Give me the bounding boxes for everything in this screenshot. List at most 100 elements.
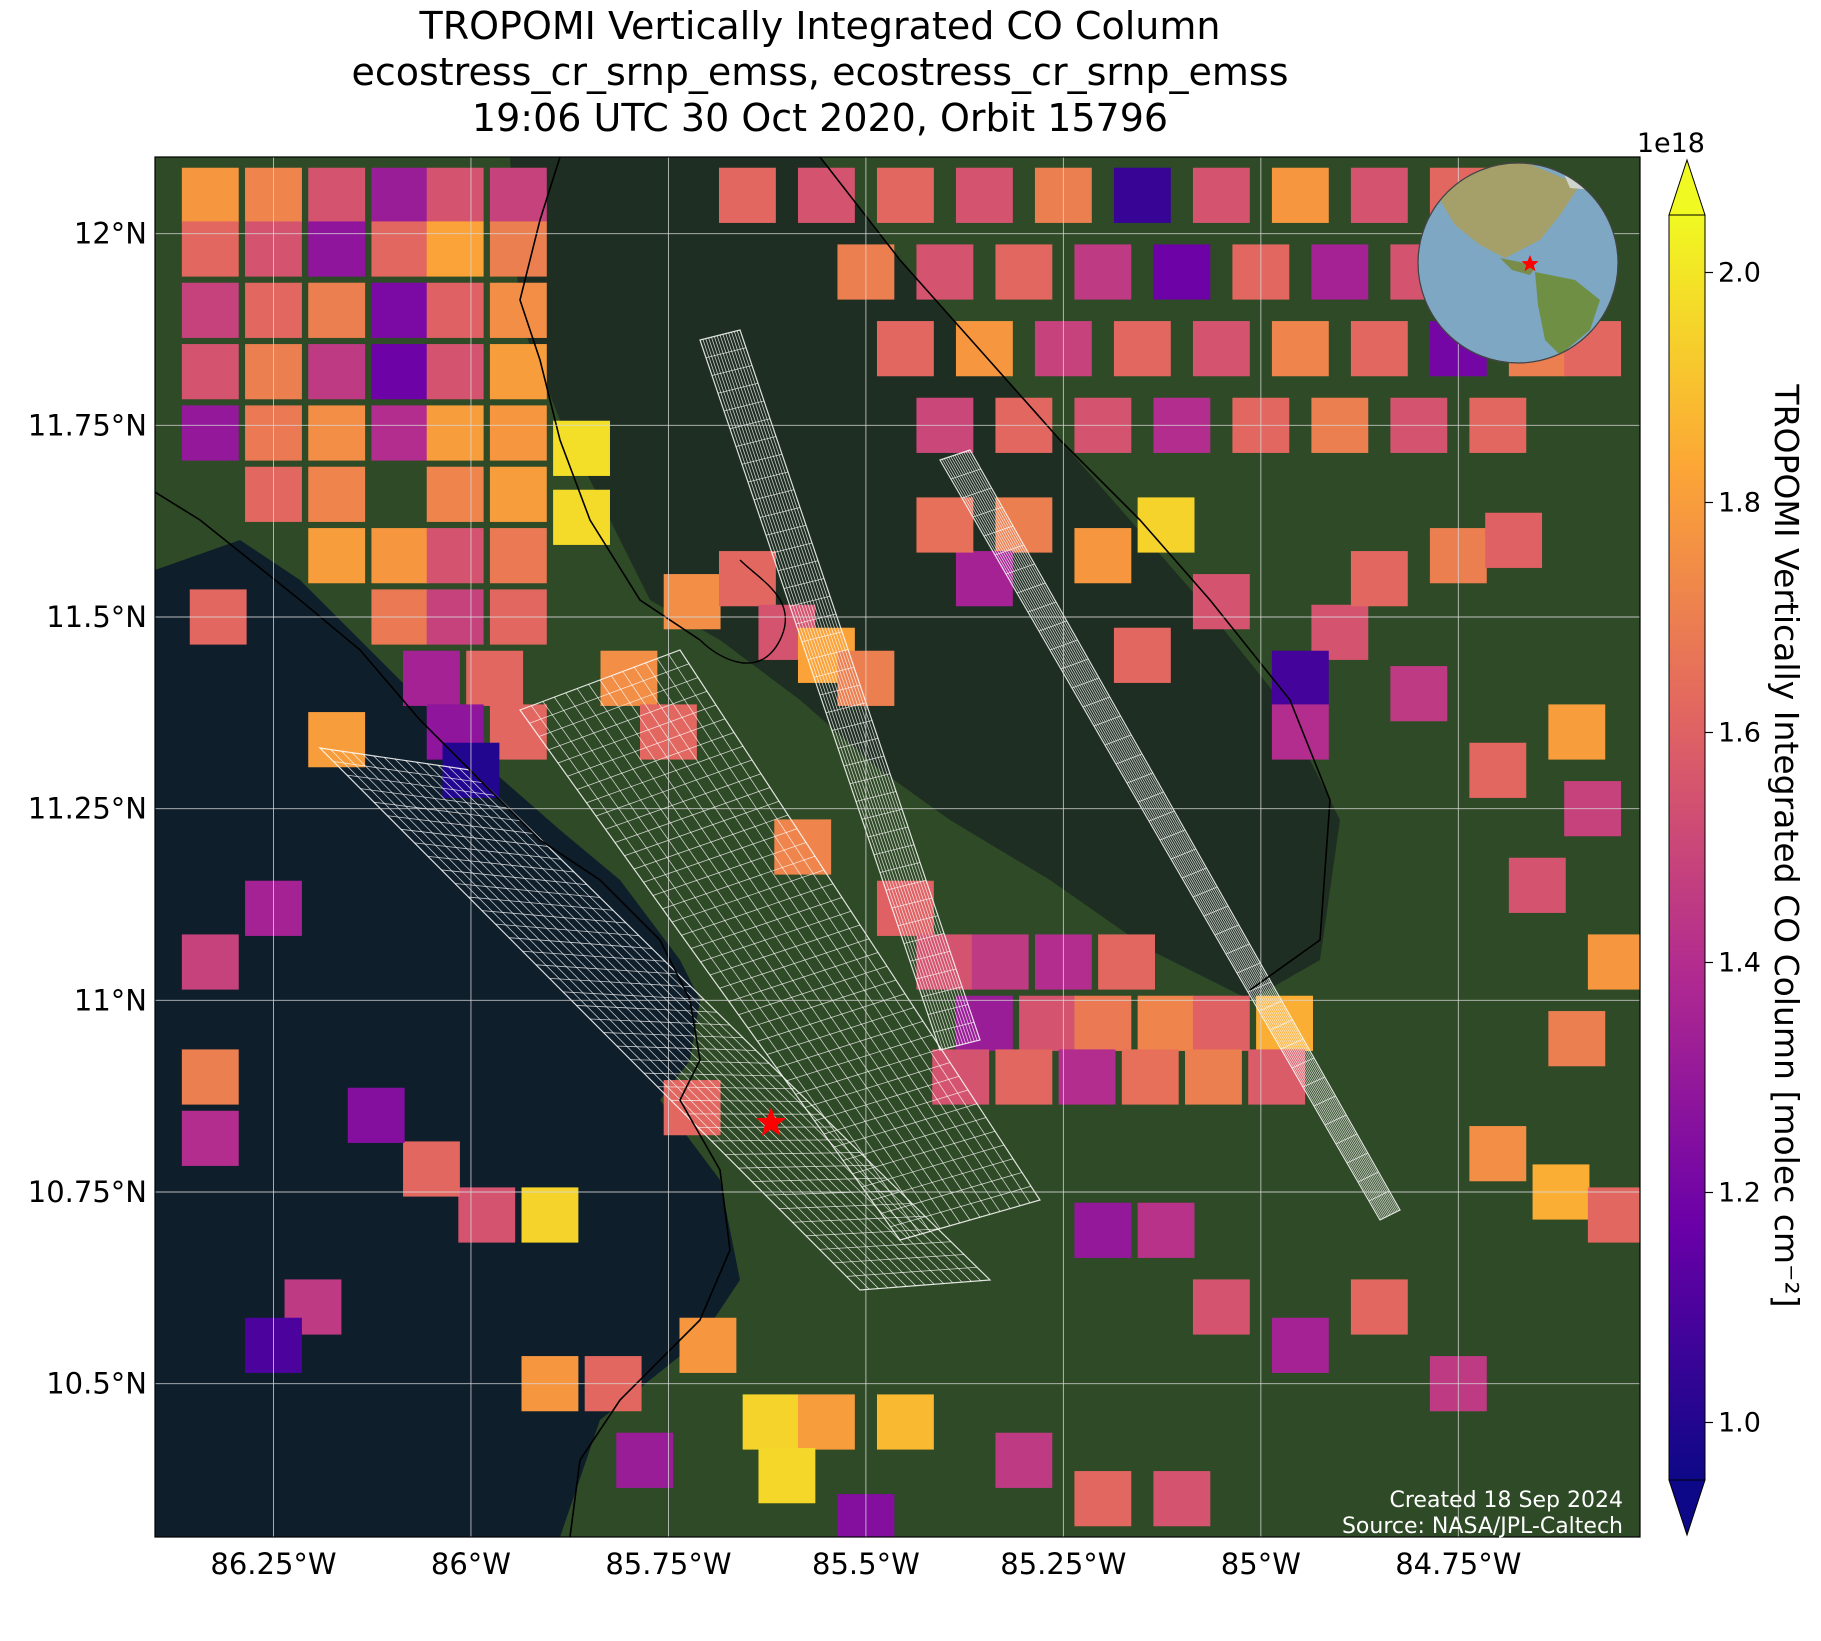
co-cell <box>371 167 429 223</box>
co-cell <box>1074 528 1132 584</box>
co-cell <box>308 221 366 277</box>
co-cell <box>1074 1471 1132 1527</box>
lon-tick-label: 85.5°W <box>812 1547 920 1581</box>
co-cell <box>489 466 547 522</box>
lat-tick-label: 11.75°N <box>28 408 147 442</box>
co-cell <box>426 528 484 584</box>
co-cell <box>1350 167 1408 223</box>
globe-central-america <box>1500 258 1535 275</box>
co-cell <box>489 282 547 338</box>
co-cell <box>181 221 239 277</box>
co-cell <box>371 405 429 461</box>
globe-site-star <box>1521 255 1539 272</box>
co-cell <box>489 167 547 223</box>
co-cell <box>347 1087 405 1143</box>
co-cell <box>426 405 484 461</box>
lon-tick-label: 85.75°W <box>605 1547 731 1581</box>
co-cell <box>521 1187 579 1243</box>
co-cell <box>1587 1187 1640 1243</box>
co-cell <box>1248 1049 1306 1105</box>
co-cell <box>955 321 1013 377</box>
co-cell <box>308 466 366 522</box>
co-cell <box>1192 321 1250 377</box>
co-cell <box>1113 321 1171 377</box>
co-cell <box>1113 167 1171 223</box>
lat-tick-label: 11.5°N <box>46 600 147 634</box>
colorbar-min-extend <box>1668 1479 1706 1537</box>
co-cell <box>308 344 366 400</box>
co-cell <box>489 528 547 584</box>
co-cell <box>1350 321 1408 377</box>
ecostress-swath <box>519 649 1041 1241</box>
co-cell <box>1192 1279 1250 1335</box>
co-cell <box>916 244 974 300</box>
lat-tick-label: 11.25°N <box>28 792 147 826</box>
created-credit: Created 18 Sep 2024 <box>1390 1488 1624 1513</box>
co-cell <box>553 420 610 476</box>
colorbar-tick-label: 1.0 <box>1718 1408 1761 1439</box>
ecostress-swath <box>318 747 992 1291</box>
co-cell <box>308 528 366 584</box>
co-cell <box>181 934 239 990</box>
co-cell <box>995 1432 1053 1488</box>
colorbar-ticks: 1.0 1.2 1.4 1.6 1.8 2.0 <box>1705 258 1761 1439</box>
co-cell <box>181 1049 239 1105</box>
co-cell <box>426 282 484 338</box>
co-cell <box>371 528 429 584</box>
lat-tick-label: 10.75°N <box>28 1175 147 1209</box>
co-cell <box>1137 497 1195 553</box>
co-cell <box>403 1141 460 1197</box>
lon-tick-label: 86°W <box>431 1547 511 1581</box>
co-cell <box>466 650 524 706</box>
co-cell <box>1113 627 1171 683</box>
ecostress-swath <box>939 449 1401 1221</box>
co-cell <box>1074 995 1132 1051</box>
co-cell <box>1192 995 1250 1051</box>
co-cell <box>1074 1202 1132 1258</box>
co-cell <box>876 321 934 377</box>
co-cell <box>1137 995 1195 1051</box>
lat-tick-label: 11°N <box>74 983 147 1017</box>
lon-tick-label: 86.25°W <box>210 1547 336 1581</box>
lat-tick-label: 12°N <box>74 217 147 251</box>
co-cell <box>718 167 776 223</box>
co-cell <box>971 934 1029 990</box>
co-cell <box>955 551 1013 607</box>
co-cell <box>371 282 429 338</box>
co-cell <box>718 551 776 607</box>
colorbar-tick-label: 2.0 <box>1718 258 1761 289</box>
colorbar-gradient <box>1668 214 1706 1481</box>
co-cell <box>426 167 484 223</box>
axis-tick-labels: 86.25°W 86°W 85.75°W 85.5°W 85.25°W 85°W 84.75… <box>28 217 1522 1581</box>
lon-tick-label: 85°W <box>1221 1547 1301 1581</box>
co-cell <box>995 1049 1053 1105</box>
co-cell <box>1548 704 1606 760</box>
co-cell <box>1098 934 1156 990</box>
co-cell <box>1469 742 1527 798</box>
co-cell <box>181 167 239 223</box>
co-cell <box>489 405 547 461</box>
co-cell <box>371 221 429 277</box>
co-cell <box>1271 1317 1329 1373</box>
co-cell <box>1185 1049 1242 1105</box>
credits: Created 18 Sep 2024 Source: NASA/JPL-Cal… <box>1342 1488 1623 1539</box>
lon-tick-label: 84.75°W <box>1395 1547 1521 1581</box>
source-credit: Source: NASA/JPL-Caltech <box>1342 1514 1623 1539</box>
co-cell <box>181 1110 239 1166</box>
colorbar-tick-label: 1.8 <box>1718 488 1761 519</box>
ecostress-swaths <box>318 329 1401 1291</box>
co-cell <box>308 282 366 338</box>
map-timestamp: 19:06 UTC 30 Oct 2020, Orbit 15796 <box>471 96 1169 140</box>
co-cell <box>1587 934 1640 990</box>
co-cell <box>403 650 460 706</box>
colorbar: 1e18 1.0 1.2 1.4 1.6 1.8 2.0 TROPOMI Vertical… <box>1637 128 1806 1537</box>
co-cell <box>181 344 239 400</box>
co-cell <box>426 344 484 400</box>
co-cell <box>1485 512 1543 568</box>
globe-north-america <box>1440 163 1580 258</box>
co-cell <box>1121 1049 1179 1105</box>
co-cell <box>1192 167 1250 223</box>
co-cell <box>995 244 1053 300</box>
co-cell <box>308 712 366 768</box>
